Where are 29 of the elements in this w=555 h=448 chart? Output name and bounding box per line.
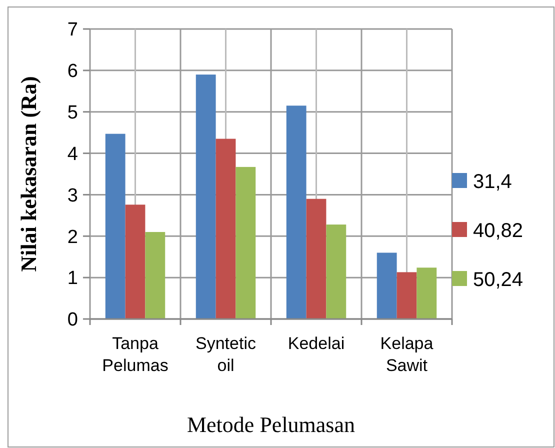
y-axis-title: Nilai kekasaran (Ra) (16, 76, 41, 272)
bar (416, 268, 437, 319)
y-tick-label: 5 (67, 102, 78, 124)
bar (236, 166, 256, 319)
bar (125, 204, 146, 319)
bar (145, 232, 166, 319)
y-tick-label: 4 (67, 144, 78, 165)
x-tick-label: Syntetic oil (196, 334, 256, 375)
bar (216, 138, 236, 319)
y-tick-label: 2 (67, 226, 78, 248)
bar (306, 198, 326, 319)
legend-label: 50,24 (473, 269, 524, 291)
y-tick-label: 6 (67, 61, 78, 82)
bar (196, 74, 216, 319)
legend-label: 31,4 (473, 171, 512, 193)
y-tick-label: 1 (67, 268, 78, 290)
bar (396, 272, 417, 319)
legend-label: 40,82 (473, 220, 524, 242)
bar (105, 134, 126, 319)
x-axis-title: Metode Pelumasan (186, 412, 356, 437)
x-tick-label: Kedelai (288, 334, 345, 353)
bar (286, 106, 306, 319)
x-tick-label: Tanpa Pelumas (102, 334, 168, 375)
bar (376, 252, 397, 319)
y-tick-label: 3 (67, 185, 78, 206)
y-tick-label: 0 (67, 310, 78, 331)
y-tick-label: 7 (67, 20, 78, 41)
bar (326, 224, 346, 319)
x-tick-label: Kelapa Sawit (380, 334, 434, 375)
